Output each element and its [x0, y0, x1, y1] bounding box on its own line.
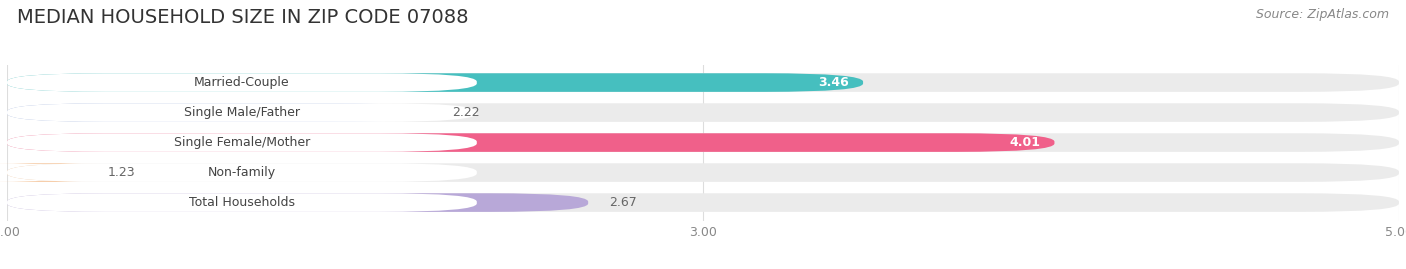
- Text: Source: ZipAtlas.com: Source: ZipAtlas.com: [1256, 8, 1389, 21]
- FancyBboxPatch shape: [7, 103, 432, 122]
- Text: Single Female/Mother: Single Female/Mother: [174, 136, 311, 149]
- FancyBboxPatch shape: [7, 73, 477, 92]
- Text: 2.67: 2.67: [609, 196, 637, 209]
- FancyBboxPatch shape: [7, 133, 477, 152]
- FancyBboxPatch shape: [7, 193, 477, 212]
- Text: 1.23: 1.23: [108, 166, 135, 179]
- FancyBboxPatch shape: [7, 73, 1399, 92]
- FancyBboxPatch shape: [7, 163, 1399, 182]
- Text: 2.22: 2.22: [453, 106, 479, 119]
- FancyBboxPatch shape: [7, 103, 477, 122]
- FancyBboxPatch shape: [7, 163, 477, 182]
- Text: Married-Couple: Married-Couple: [194, 76, 290, 89]
- Text: Single Male/Father: Single Male/Father: [184, 106, 299, 119]
- FancyBboxPatch shape: [7, 193, 1399, 212]
- Text: MEDIAN HOUSEHOLD SIZE IN ZIP CODE 07088: MEDIAN HOUSEHOLD SIZE IN ZIP CODE 07088: [17, 8, 468, 27]
- FancyBboxPatch shape: [7, 73, 863, 92]
- Text: Total Households: Total Households: [188, 196, 295, 209]
- FancyBboxPatch shape: [7, 133, 1399, 152]
- Text: Non-family: Non-family: [208, 166, 276, 179]
- Text: 4.01: 4.01: [1010, 136, 1040, 149]
- FancyBboxPatch shape: [7, 133, 1054, 152]
- Text: 3.46: 3.46: [818, 76, 849, 89]
- FancyBboxPatch shape: [0, 163, 104, 182]
- FancyBboxPatch shape: [7, 193, 588, 212]
- FancyBboxPatch shape: [7, 103, 1399, 122]
